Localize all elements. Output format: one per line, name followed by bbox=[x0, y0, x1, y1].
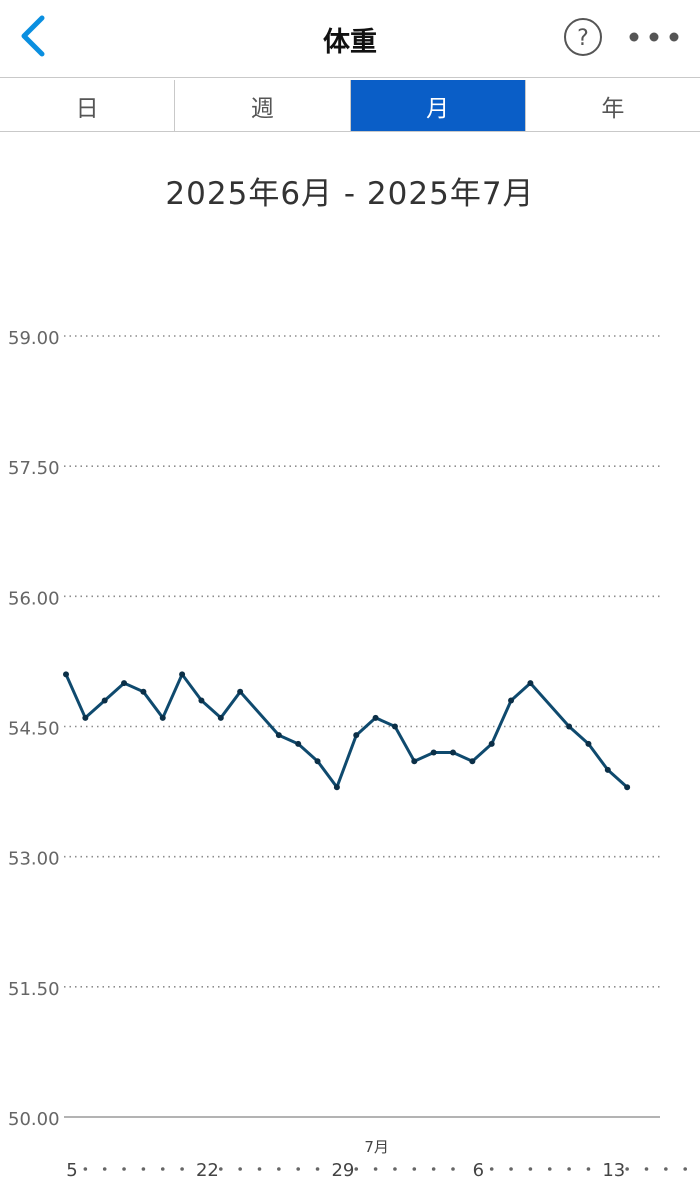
data-point bbox=[140, 688, 147, 695]
tab-day[interactable]: 日 bbox=[0, 80, 176, 131]
data-point bbox=[508, 697, 515, 704]
x-tick-label: 29 bbox=[331, 1160, 354, 1181]
x-tick-dot bbox=[451, 1167, 455, 1171]
x-tick-label: 22 bbox=[196, 1160, 219, 1181]
chevron-left-icon bbox=[21, 15, 45, 57]
x-tick-label: 5 bbox=[66, 1160, 77, 1181]
more-button[interactable] bbox=[624, 15, 684, 59]
more-horizontal-icon bbox=[629, 32, 679, 42]
y-tick-label: 53.00 bbox=[8, 849, 60, 870]
x-tick-dot bbox=[586, 1167, 591, 1171]
data-point bbox=[469, 758, 476, 765]
data-point bbox=[101, 697, 108, 704]
data-point bbox=[604, 766, 611, 773]
data-point bbox=[275, 732, 282, 739]
tab-week[interactable]: 週 bbox=[175, 80, 351, 131]
x-tick-dot bbox=[412, 1167, 417, 1171]
x-tick-dot bbox=[102, 1167, 107, 1171]
data-point bbox=[333, 784, 340, 791]
data-point bbox=[372, 714, 379, 721]
page-title: 体重 bbox=[323, 27, 377, 58]
back-button[interactable] bbox=[8, 8, 58, 64]
x-tick-dot bbox=[547, 1167, 552, 1171]
data-point bbox=[314, 758, 321, 765]
y-tick-label: 57.50 bbox=[8, 458, 60, 479]
x-tick-dot bbox=[354, 1167, 359, 1171]
x-tick-dot bbox=[141, 1167, 146, 1171]
x-tick-dot bbox=[315, 1167, 320, 1171]
x-tick-dot bbox=[296, 1167, 301, 1171]
data-point bbox=[82, 714, 89, 721]
y-tick-label: 59.00 bbox=[8, 328, 60, 349]
x-tick-dot bbox=[393, 1167, 397, 1171]
x-tick-dot bbox=[277, 1167, 281, 1171]
x-tick-dot bbox=[122, 1167, 126, 1171]
data-point bbox=[295, 740, 302, 747]
x-tick-dot bbox=[257, 1167, 262, 1171]
data-point bbox=[566, 723, 573, 730]
y-tick-label: 54.50 bbox=[8, 719, 60, 740]
x-tick-dot bbox=[83, 1167, 88, 1171]
data-point bbox=[63, 671, 69, 678]
x-tick-dot bbox=[644, 1167, 649, 1171]
data-point bbox=[450, 749, 456, 756]
y-tick-label: 51.50 bbox=[8, 979, 60, 1000]
data-point bbox=[217, 714, 224, 721]
svg-text:?: ? bbox=[577, 26, 589, 51]
date-range-label: 2025年6月 - 2025年7月 bbox=[165, 176, 535, 212]
question-circle-icon: ? bbox=[564, 18, 602, 56]
x-tick-dot bbox=[373, 1167, 378, 1171]
period-tabs: 日 週 月 年 bbox=[0, 80, 700, 132]
data-point bbox=[179, 671, 186, 678]
x-tick-dot bbox=[431, 1167, 436, 1171]
help-button[interactable]: ? bbox=[561, 15, 605, 59]
x-tick-dot bbox=[625, 1167, 629, 1171]
x-tick-dot bbox=[238, 1167, 242, 1171]
x-tick-dot bbox=[219, 1167, 223, 1171]
data-point bbox=[237, 688, 244, 695]
data-point bbox=[488, 740, 495, 747]
x-tick-dot bbox=[528, 1167, 533, 1171]
data-point bbox=[624, 784, 631, 791]
x-tick-dot bbox=[567, 1167, 571, 1171]
data-point bbox=[585, 740, 592, 747]
tab-year[interactable]: 年 bbox=[525, 80, 700, 131]
y-tick-label: 56.00 bbox=[8, 588, 60, 609]
data-point bbox=[411, 758, 418, 765]
data-point bbox=[430, 749, 437, 756]
data-point bbox=[159, 714, 166, 721]
header-bar: 体重 ? bbox=[0, 0, 700, 78]
x-tick-label: 13 bbox=[602, 1160, 625, 1181]
x-tick-label: 6 bbox=[473, 1160, 484, 1181]
data-point bbox=[527, 680, 534, 687]
x-month-label: 7月 bbox=[364, 1138, 389, 1156]
x-tick-dot bbox=[160, 1167, 165, 1171]
data-point bbox=[121, 680, 128, 687]
x-tick-dot bbox=[489, 1167, 494, 1171]
weight-line-chart: 59.00 57.50 56.00 54.50 53.00 51.50 50.00 5 22 29… bbox=[8, 328, 687, 1181]
data-point bbox=[391, 723, 398, 730]
y-tick-label: 50.00 bbox=[8, 1109, 60, 1130]
x-tick-dot bbox=[664, 1167, 668, 1171]
data-point bbox=[353, 732, 360, 739]
tab-month[interactable]: 月 bbox=[350, 80, 526, 131]
weight-series-line bbox=[64, 672, 629, 789]
x-tick-dot bbox=[683, 1167, 687, 1171]
x-tick-dot bbox=[509, 1167, 513, 1171]
data-point bbox=[198, 697, 205, 704]
x-tick-dot bbox=[180, 1167, 184, 1171]
